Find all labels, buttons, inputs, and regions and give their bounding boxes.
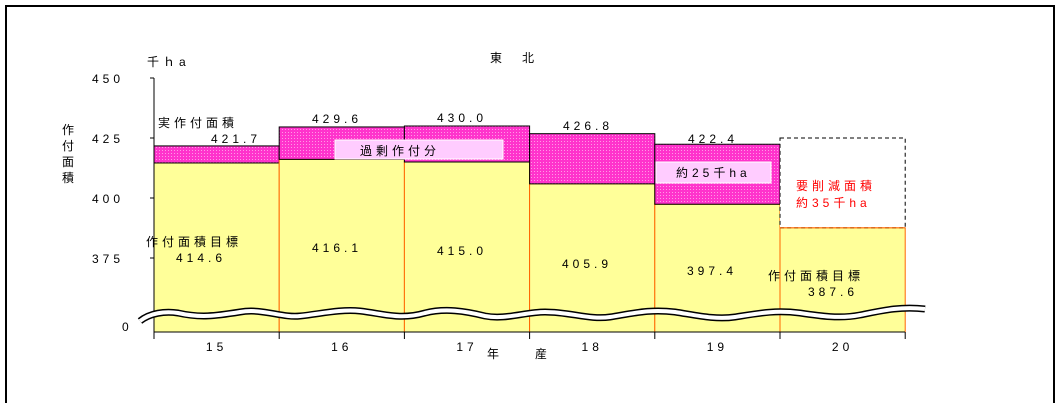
y-tick-label: 0 [122, 320, 133, 334]
y-tick-label: 450 [92, 72, 124, 86]
target-value-label: 405.9 [562, 257, 612, 271]
x-tick-label: 17 [456, 340, 477, 354]
x-tick-label: 18 [582, 340, 603, 354]
chart-title: 東 北 [490, 51, 538, 65]
x-tick-label: 20 [832, 340, 853, 354]
target-area-label-right: 作付面積目標 [768, 268, 864, 283]
target-value-label: 414.6 [176, 251, 226, 265]
target-bar [278, 158, 405, 333]
excess-2007-box [655, 161, 772, 184]
x-axis-title: 年 産 [487, 346, 551, 361]
target-value-label: 387.6 [808, 285, 858, 299]
unit-label: 千ｈa [147, 55, 190, 69]
x-tick-label: 19 [707, 340, 728, 354]
x-tick-label: 15 [206, 340, 227, 354]
required-cut-value: 約35千ha [796, 195, 871, 210]
y-tick-label: 375 [92, 252, 124, 266]
actual-value-label: 430.0 [437, 111, 487, 125]
y-tick-label: 425 [92, 132, 124, 146]
excess-label: 過剰作付分 [360, 144, 440, 158]
y-axis-title: 作付面積 [62, 123, 78, 185]
target-area-label-left: 作付面積目標 [146, 234, 242, 249]
required-cut-title: 要削減面積 [796, 178, 876, 193]
target-value-label: 397.4 [687, 264, 737, 278]
target-value-label: 416.1 [312, 241, 362, 255]
chart-frame [5, 5, 1055, 403]
actual-value-label: 426.8 [563, 119, 613, 133]
excess-label-box [334, 139, 504, 160]
excess-2007-label: 約25千ha [676, 165, 751, 180]
actual-value-label: 422.4 [688, 132, 738, 146]
actual-value-label: 429.6 [312, 112, 362, 126]
y-tick-label: 400 [92, 192, 124, 206]
excess-bar [529, 133, 656, 185]
required-cut-box [779, 137, 906, 229]
excess-bar [153, 145, 280, 164]
x-tick-label: 16 [331, 340, 352, 354]
target-value-label: 415.0 [437, 244, 487, 258]
target-bar [529, 183, 656, 333]
actual-area-label: 実作付面積 [158, 115, 238, 130]
actual-value-label: 421.7 [211, 132, 261, 146]
